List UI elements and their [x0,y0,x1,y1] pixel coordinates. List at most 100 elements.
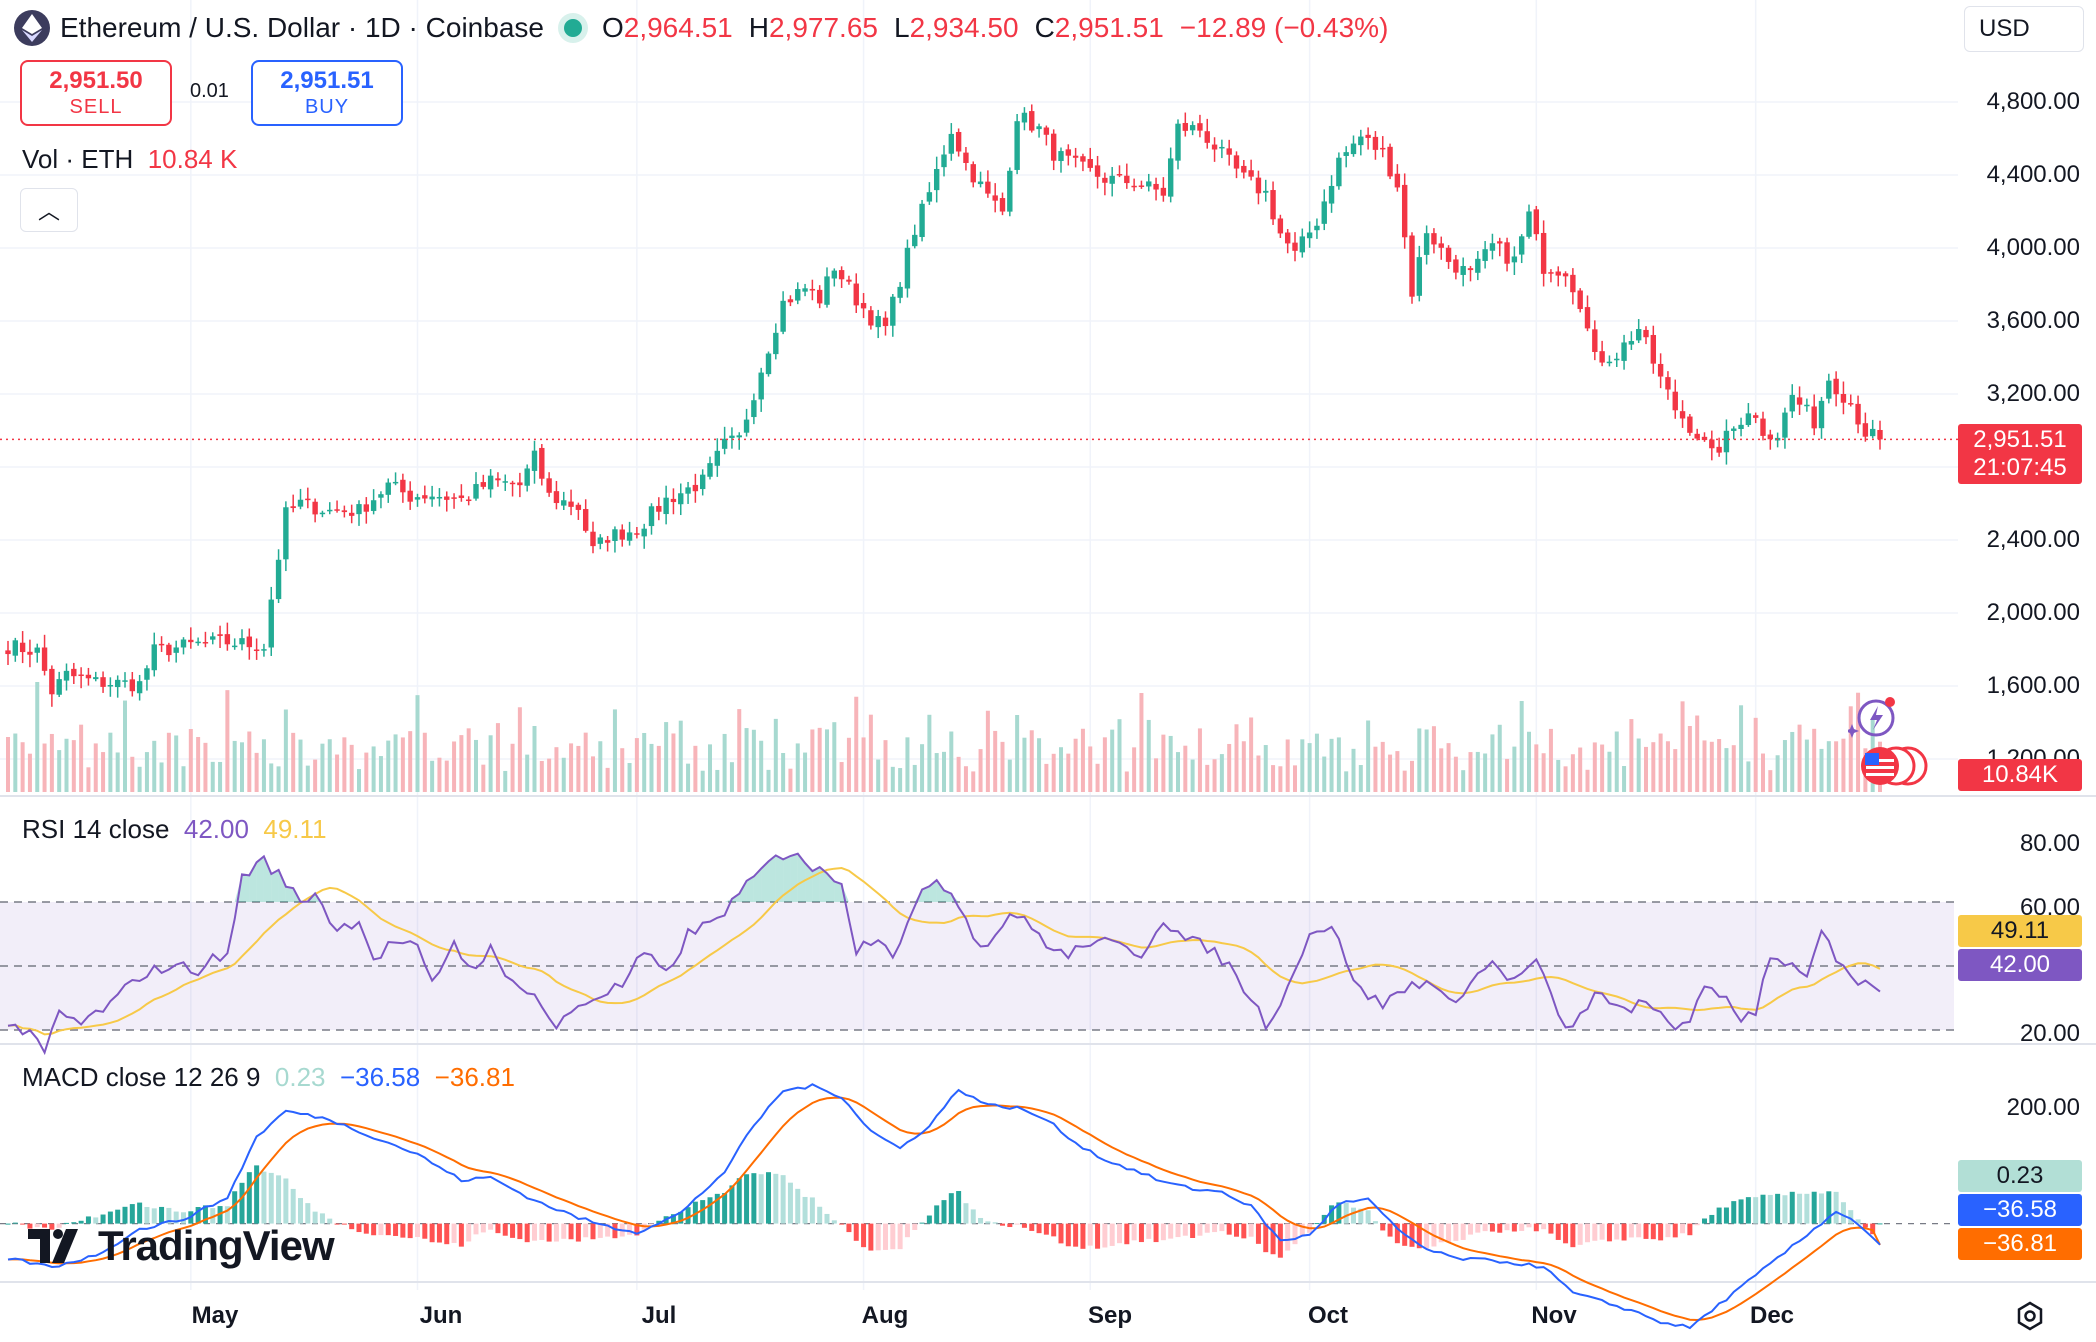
candle-body [1336,157,1342,187]
symbol-title[interactable]: Ethereum / U.S. Dollar · 1D · Coinbase [60,12,544,43]
rsi-legend-label: RSI 14 close [22,814,170,844]
candle-body [1570,274,1576,293]
macd-histogram-bar [1109,1223,1115,1246]
macd-tag: −36.58 [1958,1194,2082,1226]
candle-body [1233,155,1240,169]
macd-histogram-bar [1446,1223,1452,1243]
volume-bar [1570,754,1575,792]
macd-histogram-bar [1138,1223,1144,1243]
volume-bar [795,743,800,792]
macd-histogram-bar [605,1223,611,1237]
macd-histogram-bar [1797,1193,1803,1224]
rsi-overbought-fill [234,874,242,902]
volume-bar [1080,728,1085,792]
macd-histogram-bar [685,1207,691,1224]
macd-histogram-bar [1753,1197,1759,1224]
volume-bar [1015,715,1020,792]
macd-histogram-bar [305,1203,311,1224]
volume-bar [751,729,756,792]
macd-histogram-bar [1014,1223,1020,1225]
candle-body [1489,243,1496,251]
macd-histogram-bar [1234,1223,1239,1237]
macd-histogram-bar [341,1223,347,1225]
rsi-line [7,852,1881,1056]
volume-bar [1146,719,1151,792]
candle-body [1226,148,1232,155]
macd-histogram-bar [385,1223,391,1236]
macd-histogram-bar [846,1223,852,1233]
candle-body [926,192,933,202]
macd-histogram-bar [349,1223,355,1230]
candle-body [575,504,582,510]
candle-body [751,400,757,418]
volume-bar [79,724,84,792]
macd-histogram-bar [597,1223,603,1238]
macd-histogram-bar [1709,1214,1715,1224]
volume-bar [817,727,822,792]
candle-body [1475,258,1481,273]
volume-bar [715,769,720,792]
tradingview-logo[interactable]: TradingView [28,1222,335,1270]
lightning-event-icon[interactable] [1848,696,1898,740]
rsi-overbought-fill [797,853,806,902]
macd-histogram-bar [71,1222,77,1224]
macd-histogram-bar [524,1223,530,1243]
macd-histogram-bar [1541,1223,1547,1230]
macd-histogram-bar [758,1174,764,1224]
candle-body [100,677,106,687]
candle-body [1416,257,1423,296]
candle-body [63,670,70,681]
us-flag-events-icon[interactable] [1858,745,1928,787]
volume-bar [678,720,683,792]
month-label: Dec [1749,1302,1795,1329]
volume-bar [1300,739,1305,792]
candle-body [648,506,655,527]
candle-body [444,496,450,500]
candle-body [144,668,150,680]
settings-icon[interactable] [2014,1300,2046,1332]
macd-histogram-bar [144,1206,150,1224]
candle-body [495,478,501,481]
macd-histogram-bar [1087,1223,1093,1246]
candle-body [1029,111,1035,131]
volume-bar [759,740,764,792]
collapse-legend-button[interactable]: ︿ [20,188,78,232]
macd-histogram-bar [122,1206,128,1224]
rsi-overbought-fill [746,876,754,902]
sell-button[interactable]: 2,951.50 SELL [20,60,172,126]
volume-bar [744,728,749,792]
sell-label: SELL [69,96,123,118]
volume-bar [1461,770,1466,792]
rsi-overbought-fill [256,856,264,902]
macd-histogram-bar [795,1188,801,1224]
candle-body [1160,187,1167,196]
volume-bar [803,752,808,792]
candle-body [1072,155,1079,158]
candle-body [685,487,691,494]
macd-histogram-bar [246,1172,252,1224]
volume-bar [1578,747,1583,792]
candle-body [385,482,391,495]
candle-body [1665,377,1671,390]
macd-histogram-bar [707,1197,713,1224]
volume-bar [49,733,54,792]
macd-histogram-bar [992,1222,998,1224]
candle-body [714,450,721,466]
buy-button[interactable]: 2,951.51 BUY [251,60,403,126]
volume-bar [1205,764,1210,792]
macd-histogram-bar [1438,1223,1444,1243]
candle-body [305,498,311,501]
volume-bar [927,714,932,792]
volume-bar [1351,748,1356,792]
macd-histogram-bar [1168,1223,1174,1239]
macd-histogram-bar [1343,1202,1349,1224]
candle-body [692,484,699,492]
rsi-band-background [0,902,1954,1030]
candle-body [231,645,238,648]
volume-bar [174,735,179,792]
candle-body [1431,233,1437,245]
candle-body [904,247,911,289]
currency-select[interactable]: USD [1964,6,2084,52]
candle-body [1643,329,1649,338]
